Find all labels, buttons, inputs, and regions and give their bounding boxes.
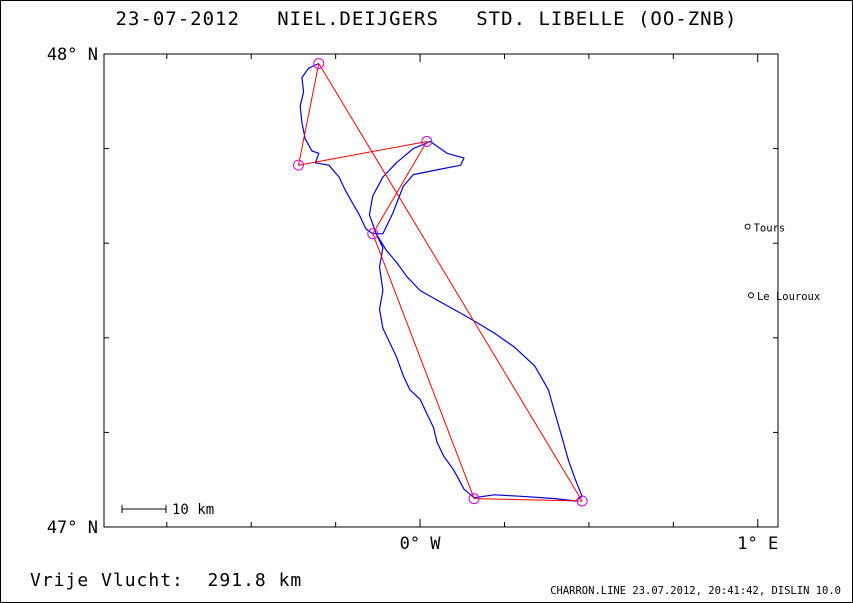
x-tick-label: 1° E: [737, 534, 778, 554]
footer-text: CHARRON.LINE 23.07.2012, 20:41:42, DISLI…: [550, 585, 841, 597]
chart-title: 23-07-2012 NIEL.DEIJGERS STD. LIBELLE (O…: [115, 8, 738, 30]
distance-text: Vrije Vlucht: 291.8 km: [30, 570, 303, 591]
turnpoint-marker: [367, 228, 379, 240]
turnpoints-layer: [293, 57, 588, 507]
place-label: Le Louroux: [757, 291, 820, 303]
turnpoint-marker: [313, 57, 325, 69]
turnpoint-marker: [576, 495, 588, 507]
plot-area-border: [103, 53, 779, 528]
axis-ticks: [104, 53, 778, 528]
scale-label: 10 km: [172, 502, 214, 518]
axis-tick-labels: 0° W 1° E 48° N 47° N: [47, 45, 778, 554]
turnpoint-marker: [468, 493, 480, 505]
x-tick-label: 0° W: [400, 534, 442, 554]
flight-track-line: [299, 62, 583, 502]
place-marker: [747, 292, 754, 299]
place-label: Tours: [754, 223, 786, 235]
series-layer: [298, 62, 583, 502]
turnpoint-marker: [293, 159, 305, 171]
y-tick-label: 48° N: [47, 45, 98, 65]
scale-bar: 10 km: [121, 502, 214, 518]
place-marker: [744, 223, 751, 230]
task-line: [298, 63, 583, 502]
places-layer: Tours Le Louroux: [744, 223, 820, 303]
y-tick-label: 47° N: [47, 518, 98, 538]
turnpoint-marker: [421, 136, 433, 148]
